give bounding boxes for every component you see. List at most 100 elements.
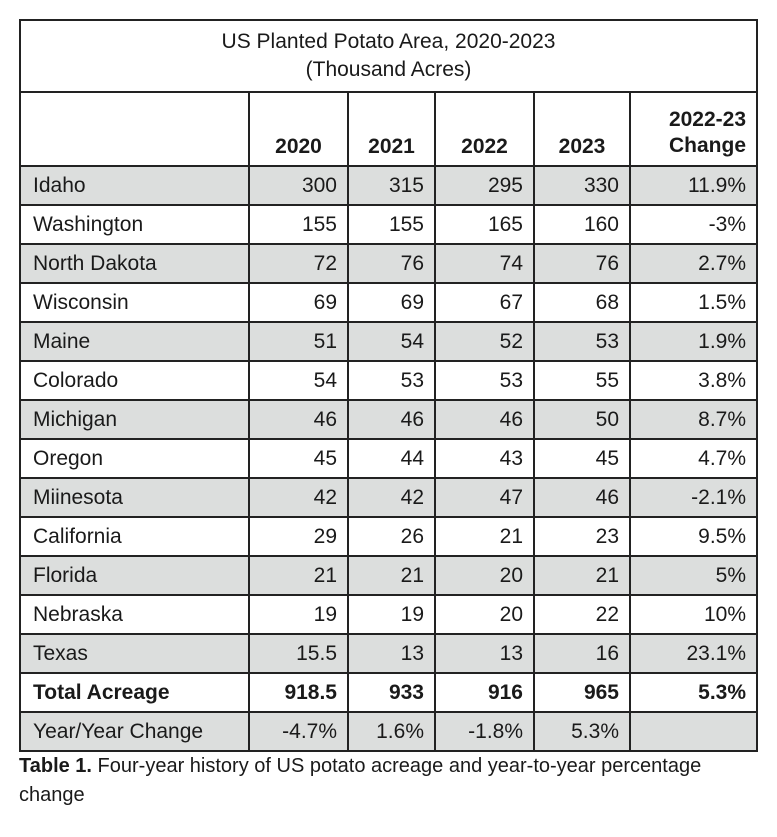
yoy-2022: -1.8% [434,711,535,752]
caption-text: Four-year history of US potato acreage a… [19,755,702,806]
header-state [19,91,250,167]
state-cell: Oregon [19,438,250,479]
state-cell: Idaho [19,165,250,206]
value-2020: 51 [248,321,349,362]
value-2022: 52 [434,321,535,362]
table-row: Maine 51 54 52 53 1.9% [19,321,759,362]
value-2020: 19 [248,594,349,635]
caption-label: Table 1. [19,755,92,777]
value-2023: 45 [533,438,631,479]
table-row: Oregon 45 44 43 45 4.7% [19,438,759,479]
value-2022: 20 [434,555,535,596]
change-cell: -2.1% [628,477,759,518]
value-2023: 22 [533,594,631,635]
table-row: Texas 15.5 13 13 16 23.1% [19,633,759,674]
state-cell: Washington [19,204,250,245]
value-2020: 21 [248,555,349,596]
value-2021: 54 [347,321,436,362]
state-cell: North Dakota [19,243,250,284]
value-2023: 330 [533,165,631,206]
value-2022: 13 [434,633,535,674]
table-row: Nebraska 19 19 20 22 10% [19,594,759,635]
header-2022: 2022 [434,91,535,167]
yoy-row: Year/Year Change -4.7% 1.6% -1.8% 5.3% [19,711,759,752]
change-cell: 10% [628,594,759,635]
total-row: Total Acreage 918.5 933 916 965 5.3% [19,672,759,713]
change-cell: 2.7% [628,243,759,284]
value-2022: 47 [434,477,535,518]
change-cell: 11.9% [628,165,759,206]
value-2020: 72 [248,243,349,284]
value-2020: 45 [248,438,349,479]
value-2020: 69 [248,282,349,323]
header-2021: 2021 [347,91,436,167]
value-2022: 67 [434,282,535,323]
yoy-change [628,711,759,752]
value-2021: 13 [347,633,436,674]
value-2021: 155 [347,204,436,245]
value-2022: 20 [434,594,535,635]
header-change-line2: Change [669,134,747,157]
table-row: Wisconsin 69 69 67 68 1.5% [19,282,759,323]
header-change-line1: 2022-23 [668,108,747,131]
state-cell: Michigan [19,399,250,440]
table-row: Florida 21 21 20 21 5% [19,555,759,596]
value-2021: 21 [347,555,436,596]
change-cell: 23.1% [628,633,759,674]
table-row: California 29 26 21 23 9.5% [19,516,759,557]
value-2020: 300 [248,165,349,206]
change-cell: 1.5% [628,282,759,323]
state-cell: Colorado [19,360,250,401]
change-cell: 8.7% [628,399,759,440]
change-cell: -3% [628,204,759,245]
value-2022: 53 [434,360,535,401]
value-2021: 44 [347,438,436,479]
total-2023: 965 [533,672,631,713]
table-row: Miinesota 42 42 47 46 -2.1% [19,477,759,518]
potato-acreage-table: US Planted Potato Area, 2020-2023 (Thous… [18,19,759,752]
total-2021: 933 [347,672,436,713]
table-row: Colorado 54 53 53 55 3.8% [19,360,759,401]
total-2020: 918.5 [248,672,349,713]
yoy-2021: 1.6% [347,711,436,752]
potato-acreage-table-container: US Planted Potato Area, 2020-2023 (Thous… [18,19,759,752]
value-2022: 165 [434,204,535,245]
value-2022: 295 [434,165,535,206]
state-cell: Wisconsin [19,282,250,323]
total-change: 5.3% [628,672,759,713]
value-2023: 50 [533,399,631,440]
header-change: 2022-23 Change [628,91,759,167]
change-cell: 5% [628,555,759,596]
value-2022: 74 [434,243,535,284]
value-2020: 15.5 [248,633,349,674]
value-2023: 23 [533,516,631,557]
value-2021: 315 [347,165,436,206]
total-label: Total Acreage [19,672,250,713]
table-row: North Dakota 72 76 74 76 2.7% [19,243,759,284]
value-2020: 29 [248,516,349,557]
table-caption: Table 1. Four-year history of US potato … [19,752,756,810]
header-2020: 2020 [248,91,349,167]
value-2021: 42 [347,477,436,518]
change-cell: 4.7% [628,438,759,479]
change-cell: 3.8% [628,360,759,401]
table-title-line2: (Thousand Acres) [305,58,472,81]
table-row: Washington 155 155 165 160 -3% [19,204,759,245]
change-cell: 9.5% [628,516,759,557]
value-2023: 21 [533,555,631,596]
yoy-2023: 5.3% [533,711,631,752]
table-title: US Planted Potato Area, 2020-2023 (Thous… [18,19,759,93]
value-2023: 160 [533,204,631,245]
value-2021: 46 [347,399,436,440]
change-cell: 1.9% [628,321,759,362]
table-row: Idaho 300 315 295 330 11.9% [19,165,759,206]
value-2021: 76 [347,243,436,284]
yoy-2020: -4.7% [248,711,349,752]
value-2023: 76 [533,243,631,284]
header-2023: 2023 [533,91,631,167]
table-row: Michigan 46 46 46 50 8.7% [19,399,759,440]
value-2020: 155 [248,204,349,245]
state-cell: Florida [19,555,250,596]
header-row: 2020 2021 2022 2023 2022-23 Change [19,91,759,167]
table-title-line1: US Planted Potato Area, 2020-2023 [221,30,556,53]
